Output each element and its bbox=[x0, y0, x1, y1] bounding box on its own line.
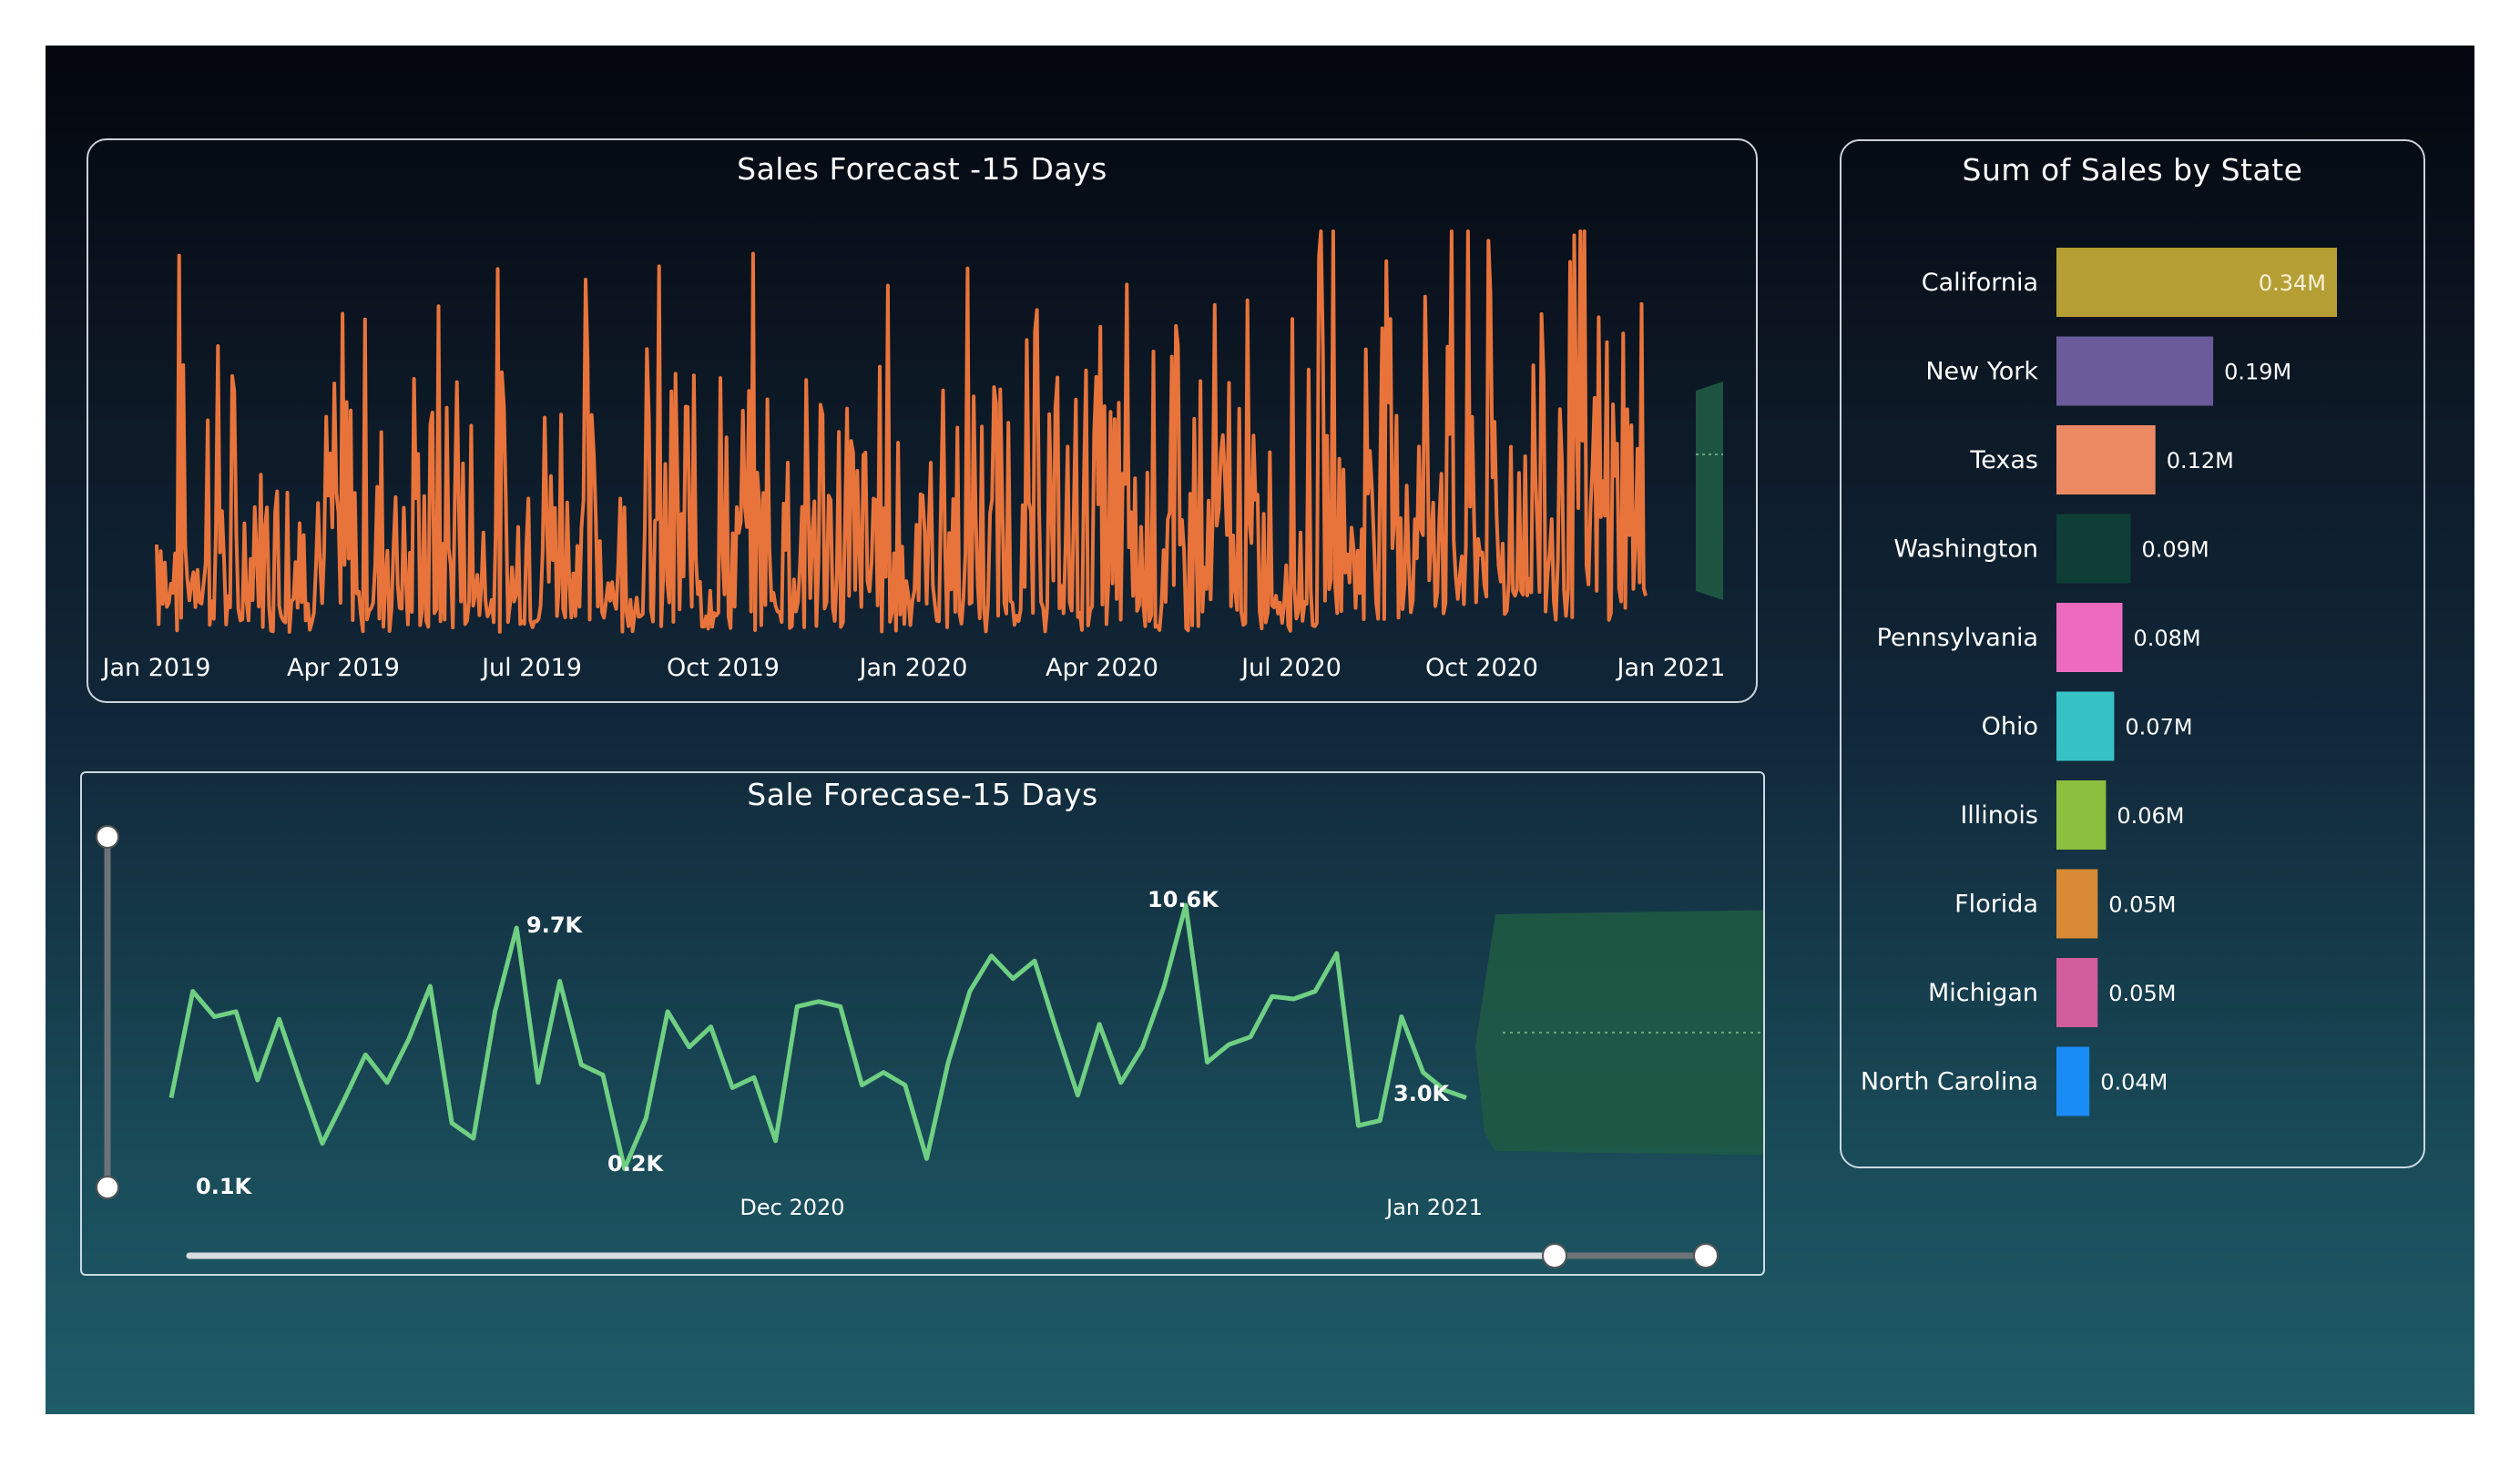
bar-value-label: 0.05M bbox=[2108, 892, 2176, 918]
sales-forecast-title: Sales Forecast -15 Days bbox=[737, 151, 1107, 187]
category-label: Florida bbox=[1954, 891, 2038, 919]
x-tick-label: Dec 2020 bbox=[740, 1195, 844, 1220]
dashboard: Sales Forecast -15 Days Jan 2019 Apr 2019… bbox=[46, 46, 2474, 1414]
bar-value-label: 0.19M bbox=[2224, 360, 2291, 385]
bar-value-label: 0.34M bbox=[2259, 270, 2326, 296]
x-tick-label: Jul 2020 bbox=[1240, 654, 1342, 682]
category-label: New York bbox=[1925, 358, 2038, 386]
series-line-sales[interactable] bbox=[155, 229, 1648, 634]
bar-pennsylvania[interactable] bbox=[2056, 603, 2123, 672]
bar-ohio[interactable] bbox=[2056, 691, 2115, 761]
category-label: Ohio bbox=[1982, 713, 2038, 741]
data-label-max-overall: 10.6K bbox=[1148, 887, 1219, 912]
x-tick-label: Jan 2020 bbox=[858, 654, 968, 682]
category-label: Washington bbox=[1893, 535, 2038, 564]
bar-michigan[interactable] bbox=[2056, 958, 2098, 1027]
horizontal-zoom-handle-right[interactable] bbox=[1693, 1243, 1719, 1269]
x-tick-label: Apr 2019 bbox=[287, 654, 400, 682]
data-label-last: 3.0K bbox=[1393, 1081, 1451, 1106]
x-tick-label: Jan 2021 bbox=[1384, 1195, 1483, 1220]
bar-texas[interactable] bbox=[2056, 425, 2156, 494]
forecast-band bbox=[1696, 382, 1723, 600]
bar-value-label: 0.12M bbox=[2167, 448, 2234, 474]
category-label: North Carolina bbox=[1861, 1068, 2038, 1096]
x-tick-label: Jul 2019 bbox=[480, 654, 582, 682]
data-label-max-first: 9.7K bbox=[526, 912, 584, 938]
sale-forecase-chart[interactable]: 9.7K 10.6K 0.1K 0.2K 3.0K Dec 2020 Jan 2021 bbox=[82, 773, 1763, 1274]
bar-florida[interactable] bbox=[2056, 869, 2098, 939]
sales-by-state-chart[interactable]: California 0.34M New York 0.19M Texas 0.12M Wa… bbox=[1842, 141, 2423, 1167]
horizontal-zoom-handle-left[interactable] bbox=[1542, 1243, 1567, 1269]
sales-by-state-panel: Sum of Sales by State California 0.34M New… bbox=[1840, 139, 2425, 1168]
sale-forecase-title: Sale Forecase-15 Days bbox=[747, 777, 1098, 812]
bar-value-label: 0.06M bbox=[2117, 803, 2184, 829]
x-tick-label: Jan 2019 bbox=[101, 654, 211, 682]
vertical-zoom-handle-top[interactable] bbox=[96, 825, 119, 849]
bar-illinois[interactable] bbox=[2056, 780, 2107, 850]
sales-by-state-title: Sum of Sales by State bbox=[1962, 152, 2303, 188]
bar-new-york[interactable] bbox=[2056, 336, 2214, 406]
x-tick-label: Oct 2020 bbox=[1425, 654, 1538, 682]
bar-value-label: 0.08M bbox=[2133, 626, 2200, 651]
bar-washington[interactable] bbox=[2056, 514, 2131, 584]
sales-forecast-chart[interactable]: Jan 2019 Apr 2019 Jul 2019 Oct 2019 Jan 2020… bbox=[88, 140, 1756, 701]
category-label: Illinois bbox=[1960, 801, 2038, 830]
x-tick-label: Oct 2019 bbox=[667, 654, 780, 682]
bar-value-label: 0.09M bbox=[2142, 537, 2209, 563]
x-tick-label: Apr 2020 bbox=[1046, 654, 1158, 682]
bar-value-label: 0.04M bbox=[2100, 1070, 2168, 1095]
bar-california[interactable] bbox=[2056, 248, 2337, 317]
category-label: Michigan bbox=[1928, 979, 2038, 1007]
data-label-min-first: 0.1K bbox=[196, 1174, 253, 1199]
vertical-zoom-handle-bottom[interactable] bbox=[96, 1176, 119, 1199]
bar-north-carolina[interactable] bbox=[2056, 1046, 2090, 1116]
x-tick-label: Jan 2021 bbox=[1616, 654, 1726, 682]
bar-value-label: 0.07M bbox=[2125, 715, 2192, 740]
bar-value-label: 0.05M bbox=[2108, 981, 2176, 1006]
sales-forecast-panel: Sales Forecast -15 Days Jan 2019 Apr 2019… bbox=[87, 138, 1758, 703]
category-label: California bbox=[1922, 269, 2038, 297]
category-label: Pennsylvania bbox=[1877, 624, 2038, 652]
sale-forecase-panel: Sale Forecase-15 Days 9.7K 10.6K 0.1K 0.2K 3… bbox=[80, 771, 1765, 1276]
category-label: Texas bbox=[1969, 446, 2038, 474]
data-label-min-second: 0.2K bbox=[607, 1151, 665, 1177]
series-line-sales[interactable] bbox=[168, 902, 1467, 1171]
